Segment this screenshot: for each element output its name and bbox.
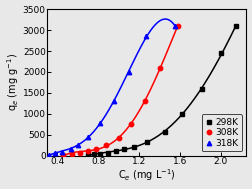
318K	[54, 152, 57, 154]
318K	[112, 100, 115, 102]
308K	[105, 144, 108, 146]
318K	[145, 35, 148, 37]
308K	[117, 137, 120, 139]
Legend: 298K, 308K, 318K: 298K, 308K, 318K	[202, 114, 242, 151]
Y-axis label: q$_{e}$ (mg g$^{-1}$): q$_{e}$ (mg g$^{-1}$)	[6, 53, 21, 112]
298K	[146, 140, 149, 143]
298K	[99, 152, 102, 155]
298K	[93, 153, 96, 156]
298K	[133, 146, 136, 148]
298K	[201, 88, 204, 90]
X-axis label: C$_{e}$ (mg L$^{-1}$): C$_{e}$ (mg L$^{-1}$)	[118, 168, 176, 184]
318K	[128, 71, 131, 73]
308K	[95, 147, 98, 150]
308K	[70, 153, 73, 155]
298K	[180, 113, 183, 115]
298K	[235, 25, 238, 27]
308K	[86, 150, 89, 152]
298K	[107, 151, 110, 154]
308K	[176, 25, 179, 27]
308K	[62, 154, 65, 156]
298K	[219, 52, 223, 54]
308K	[130, 123, 133, 125]
Line: 298K: 298K	[86, 24, 238, 157]
298K	[163, 130, 166, 133]
298K	[114, 150, 117, 152]
318K	[48, 153, 51, 156]
Line: 308K: 308K	[61, 24, 180, 157]
298K	[86, 154, 89, 156]
Line: 318K: 318K	[47, 24, 177, 157]
318K	[76, 143, 79, 146]
318K	[173, 25, 176, 27]
298K	[122, 148, 125, 150]
318K	[99, 122, 102, 124]
318K	[69, 148, 72, 150]
318K	[86, 136, 89, 138]
308K	[144, 100, 147, 102]
318K	[61, 150, 64, 153]
308K	[158, 67, 161, 69]
308K	[78, 151, 81, 154]
